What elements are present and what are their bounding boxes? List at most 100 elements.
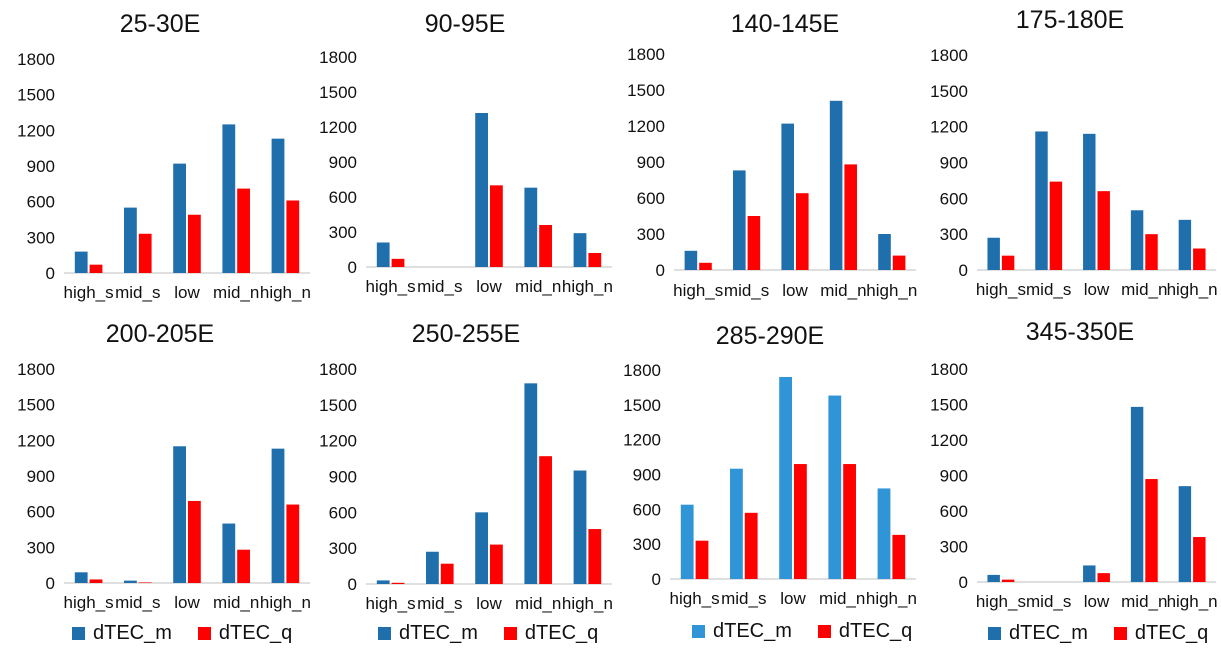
bar	[475, 512, 488, 584]
x-category-label: high_n	[562, 594, 613, 613]
bar	[188, 214, 201, 273]
bar	[588, 253, 602, 267]
bar	[138, 233, 152, 273]
x-category-label: mid_s	[115, 593, 160, 612]
x-category-label: high_n	[1167, 592, 1218, 611]
y-tick-label: 900	[940, 467, 968, 486]
y-axis-ticks: 0 300 600 900 1200 1500 1800	[17, 360, 55, 593]
x-category-label: high_s	[366, 277, 416, 296]
legend-item-dtec-q: dTEC_q	[503, 622, 598, 645]
bar	[747, 216, 761, 270]
x-category-label: high_s	[673, 281, 723, 300]
y-tick-label: 1500	[623, 396, 661, 415]
x-category-label: mid_n	[515, 277, 561, 296]
y-tick-label: 0	[959, 261, 968, 280]
bar	[829, 100, 843, 270]
y-tick-label: 300	[637, 225, 665, 244]
bar	[237, 188, 250, 273]
legend-swatch-dtec-q	[197, 626, 211, 640]
series-dtec-m	[376, 113, 587, 267]
y-tick-label: 600	[329, 503, 357, 522]
bar	[222, 523, 236, 583]
bar	[828, 395, 842, 579]
y-tick-label: 0	[348, 258, 357, 277]
chart-title: 175-180E	[1016, 6, 1124, 34]
y-tick-label: 1800	[319, 48, 357, 67]
bar	[376, 242, 390, 267]
bar	[89, 579, 103, 583]
y-tick-label: 600	[27, 503, 55, 522]
y-tick-label: 1800	[930, 46, 968, 65]
bar	[286, 504, 300, 583]
legend-swatch-dtec-m	[72, 626, 85, 640]
series-dtec-m	[987, 406, 1192, 582]
bar	[74, 572, 88, 583]
y-tick-label: 0	[46, 264, 55, 283]
legend-swatch-dtec-q	[1113, 626, 1127, 640]
legend-label-dtec-q: dTEC_q	[218, 621, 293, 644]
series-dtec-q	[1001, 181, 1206, 270]
y-tick-label: 300	[329, 539, 357, 558]
y-tick-label: 1800	[930, 360, 968, 379]
bar	[1083, 565, 1096, 582]
bar	[440, 563, 454, 584]
series-dtec-m	[680, 376, 891, 579]
x-category-label: mid_s	[1026, 280, 1071, 299]
bar	[1097, 573, 1110, 582]
x-category-label: low	[174, 283, 200, 302]
x-category-label: mid_s	[1026, 592, 1071, 611]
x-category-label: low	[476, 277, 502, 296]
y-tick-label: 1800	[627, 45, 665, 64]
chart-title: 140-145E	[731, 10, 839, 38]
bar	[124, 207, 137, 273]
x-category-label: high_s	[670, 589, 720, 608]
x-axis-categories: high_s mid_s low mid_n high_n	[976, 592, 1218, 611]
series-dtec-m	[376, 383, 587, 584]
x-category-label: high_s	[366, 594, 416, 613]
bar	[684, 250, 698, 270]
bar	[74, 251, 88, 273]
x-category-label: low	[782, 281, 808, 300]
bar	[695, 540, 709, 579]
y-axis-ticks: 0 300 600 900 1200 1500 1800	[319, 360, 357, 594]
chart-title: 25-30E	[120, 10, 201, 38]
bar	[124, 580, 137, 583]
y-tick-label: 600	[27, 193, 55, 212]
y-tick-label: 1200	[17, 121, 55, 140]
series-dtec-m	[74, 446, 285, 583]
y-axis-ticks: 0 300 600 900 1200 1500 1800	[319, 48, 357, 277]
bar	[878, 234, 891, 270]
x-category-label: mid_n	[213, 593, 259, 612]
bar	[1130, 210, 1144, 270]
bar	[188, 500, 201, 583]
x-category-label: low	[780, 589, 806, 608]
legend-label-dtec-m: dTEC_m	[399, 621, 478, 644]
x-category-label: high_s	[976, 592, 1026, 611]
bar	[426, 551, 439, 584]
series-dtec-q	[89, 188, 300, 273]
y-axis-ticks: 0 300 600 900 1200 1500 1800	[930, 360, 968, 592]
y-tick-label: 1200	[627, 117, 665, 136]
x-category-label: low	[1084, 592, 1110, 611]
y-tick-label: 1500	[627, 81, 665, 100]
series-dtec-q	[695, 464, 906, 579]
bar	[524, 383, 538, 584]
series-dtec-q	[699, 164, 906, 270]
x-category-label: mid_s	[721, 589, 766, 608]
x-axis-categories: high_s mid_s low mid_n high_n	[673, 281, 917, 300]
x-category-label: mid_s	[724, 281, 769, 300]
legend-label-dtec-q: dTEC_q	[838, 619, 913, 642]
bar	[1035, 131, 1048, 270]
bar	[222, 124, 236, 273]
y-tick-label: 1200	[930, 431, 968, 450]
x-category-label: high_n	[866, 589, 917, 608]
bar	[588, 529, 602, 584]
series-dtec-q	[1001, 479, 1206, 582]
legend-swatch-dtec-m	[988, 626, 1001, 640]
bar	[794, 464, 807, 579]
